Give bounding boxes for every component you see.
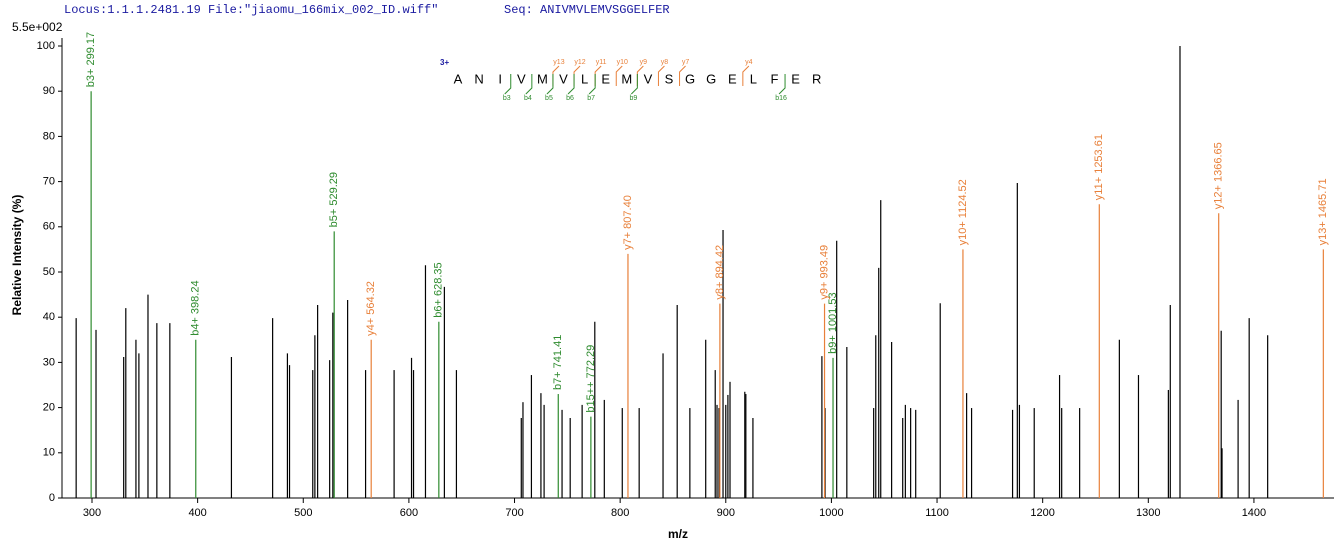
- residue: E: [728, 71, 737, 86]
- y-ion-label: y11: [596, 59, 607, 66]
- residue: A: [454, 71, 463, 86]
- residue: V: [559, 71, 568, 86]
- y-tick-label: 20: [43, 402, 55, 414]
- ion-label: b15++ 772.29: [585, 345, 597, 413]
- y-tick-label: 100: [37, 40, 55, 52]
- residue: M: [621, 71, 632, 86]
- y-tick-label: 90: [43, 85, 55, 97]
- scale-label: 5.5e+002: [12, 20, 63, 34]
- b-ion-bracket: [546, 74, 554, 95]
- y-ion-label: y8: [661, 59, 669, 66]
- x-tick-label: 1100: [925, 507, 949, 519]
- b-ion-label: b7: [587, 95, 595, 102]
- ion-label: y13+ 1465.71: [1317, 178, 1329, 245]
- y-ion-label: y13: [553, 59, 564, 66]
- y-ion-bracket: [742, 65, 750, 86]
- residue: E: [601, 71, 610, 86]
- ion-label: b9+ 1001.53: [827, 292, 839, 353]
- y-tick-label: 60: [43, 221, 55, 233]
- b-ion-label: b3: [503, 95, 511, 102]
- y-ion-bracket: [657, 65, 665, 86]
- x-tick-label: 1300: [1136, 507, 1160, 519]
- residue: R: [812, 71, 821, 86]
- y-tick-label: 50: [43, 266, 55, 278]
- b-ion-label: b9: [629, 95, 637, 102]
- ion-label: b4+ 398.24: [190, 280, 202, 335]
- x-tick-label: 1200: [1030, 507, 1054, 519]
- y-tick-label: 40: [43, 311, 55, 323]
- b-ion-bracket: [588, 74, 596, 95]
- y-ion-label: y4: [745, 59, 753, 66]
- x-tick-label: 600: [400, 507, 418, 519]
- charge-label: 3+: [440, 58, 449, 67]
- y-tick-label: 80: [43, 130, 55, 142]
- seq-header: Seq: ANIVMVLEMVSGGELFER: [504, 3, 670, 17]
- residue: V: [644, 71, 653, 86]
- b-ion-bracket: [778, 74, 786, 95]
- y-axis-label: Relative Intensity (%): [10, 195, 24, 316]
- ion-label: y10+ 1124.52: [957, 179, 969, 245]
- ion-label: y11+ 1253.61: [1093, 134, 1105, 200]
- ion-label: b7+ 741.41: [552, 335, 564, 390]
- residue: N: [474, 71, 483, 86]
- b-ion-label: b5: [545, 95, 553, 102]
- ion-label: b5+ 529.29: [328, 172, 340, 227]
- x-tick-label: 300: [83, 507, 101, 519]
- residue: F: [771, 71, 779, 86]
- y-tick-label: 0: [49, 492, 55, 504]
- y-tick-label: 10: [43, 447, 55, 459]
- residue: S: [665, 71, 674, 86]
- x-tick-label: 400: [188, 507, 206, 519]
- x-tick-label: 800: [611, 507, 629, 519]
- ion-label: b3+ 299.17: [85, 32, 97, 87]
- residue: G: [706, 71, 716, 86]
- residue: E: [791, 71, 800, 86]
- residue: I: [498, 71, 502, 86]
- ion-label: y4+ 564.32: [365, 281, 377, 336]
- x-tick-label: 1400: [1242, 507, 1266, 519]
- b-ion-bracket: [504, 74, 512, 95]
- y-ion-label: y12: [574, 59, 585, 66]
- b-ion-bracket: [630, 74, 638, 95]
- b-ion-label: b6: [566, 95, 574, 102]
- y-ion-bracket: [552, 65, 560, 86]
- residue: M: [537, 71, 548, 86]
- y-ion-label: y10: [617, 59, 628, 66]
- y-ion-bracket: [615, 65, 623, 86]
- y-ion-label: y7: [682, 59, 690, 66]
- residue: V: [517, 71, 526, 86]
- b-ion-bracket: [567, 74, 575, 95]
- y-ion-bracket: [636, 65, 644, 86]
- b-ion-label: b16: [775, 95, 787, 102]
- y-ion-bracket: [594, 65, 602, 86]
- ion-label: y12+ 1366.65: [1213, 142, 1225, 209]
- ion-label: y9+ 993.49: [818, 245, 830, 300]
- y-ion-bracket: [573, 65, 581, 86]
- ion-label: b6+ 628.35: [433, 262, 445, 317]
- y-ion-bracket: [679, 65, 686, 86]
- x-axis-label: m/z: [668, 527, 688, 541]
- ion-label: y8+ 894.42: [714, 245, 726, 300]
- ion-label: y7+ 807.40: [622, 195, 634, 250]
- locus-header: Locus:1.1.1.2481.19 File:"jiaomu_166mix_…: [64, 3, 438, 17]
- y-ion-label: y9: [640, 59, 648, 66]
- residue: G: [685, 71, 695, 86]
- b-ion-bracket: [525, 74, 533, 95]
- x-tick-label: 900: [717, 507, 735, 519]
- x-tick-label: 500: [294, 507, 312, 519]
- residue: L: [581, 71, 588, 86]
- x-tick-label: 1000: [819, 507, 843, 519]
- b-ion-label: b4: [524, 95, 532, 102]
- y-tick-label: 70: [43, 176, 55, 188]
- y-tick-label: 30: [43, 356, 55, 368]
- x-tick-label: 700: [505, 507, 523, 519]
- residue: L: [750, 71, 757, 86]
